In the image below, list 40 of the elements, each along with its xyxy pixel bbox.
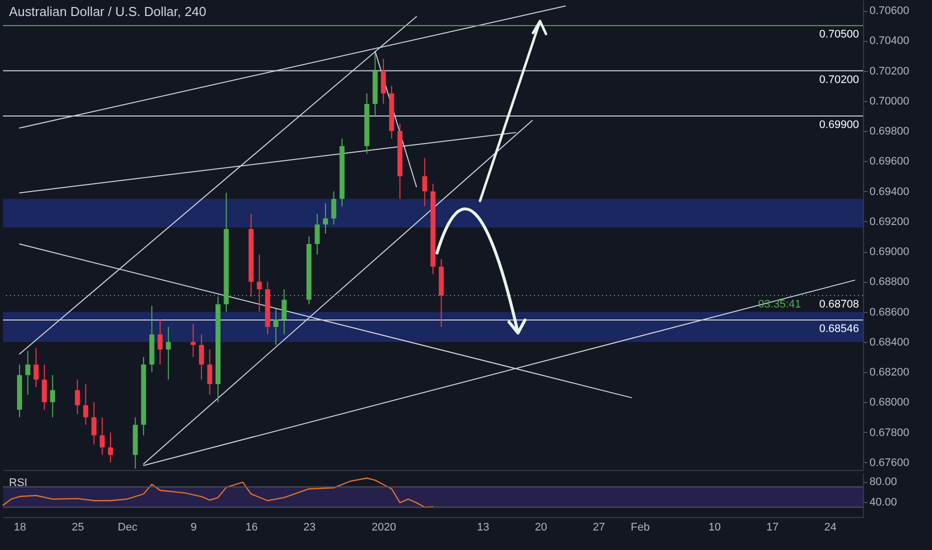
y-tick-label: 0.70000: [870, 95, 910, 108]
x-tick-label: 16: [245, 522, 258, 534]
x-tick-label: 9: [190, 522, 197, 534]
y-tick-label: 0.69200: [870, 216, 910, 228]
y-tick-label: 40.00: [870, 496, 898, 509]
x-tick-label: 24: [824, 522, 837, 534]
y-tick-label: 80.00: [870, 476, 898, 488]
chart-title: Australian Dollar / U.S. Dollar, 240: [9, 4, 206, 19]
x-tick-label: Feb: [630, 522, 650, 534]
y-tick-label: 0.67600: [870, 456, 910, 469]
y-tick-label: 0.68800: [870, 276, 910, 288]
x-tick-label: 23: [303, 522, 316, 534]
y-tick-label: 0.68400: [870, 336, 910, 348]
x-tick-label: 18: [14, 522, 26, 534]
annotation: 03:35:41: [758, 298, 801, 311]
x-tick-label: 20: [534, 522, 548, 534]
y-tick-label: 0.68200: [870, 366, 910, 379]
x-tick-label: 10: [708, 522, 721, 534]
y-tick-label: 0.70200: [870, 65, 910, 78]
y-tick-label: 0.70600: [870, 5, 910, 18]
y-tick-label: 0.67800: [870, 426, 910, 439]
x-tick-label: 2020: [372, 522, 396, 534]
y-tick-label: 0.68600: [870, 306, 910, 318]
y-tick-label: 0.69600: [870, 156, 910, 168]
y-tick-label: 0.69000: [870, 246, 910, 258]
x-tick-label: 17: [766, 522, 779, 534]
x-tick-label: Dec: [118, 522, 138, 534]
y-tick-label: 0.68000: [870, 396, 910, 409]
chart-title: RSI: [9, 477, 28, 489]
ref-line-label: 0.70500: [819, 28, 859, 41]
x-tick-label: 25: [72, 522, 84, 534]
ref-line-label: 0.68546: [819, 322, 859, 335]
ref-line-label: 0.68708: [819, 298, 859, 311]
x-tick-label: 27: [592, 522, 606, 534]
x-tick-label: 13: [476, 522, 490, 534]
ref-line-label: 0.69900: [819, 118, 859, 131]
ref-line-label: 0.70200: [819, 74, 859, 86]
y-tick-label: 0.70400: [870, 35, 910, 48]
y-tick-label: 0.69800: [870, 126, 910, 138]
y-tick-label: 0.69400: [870, 186, 910, 198]
